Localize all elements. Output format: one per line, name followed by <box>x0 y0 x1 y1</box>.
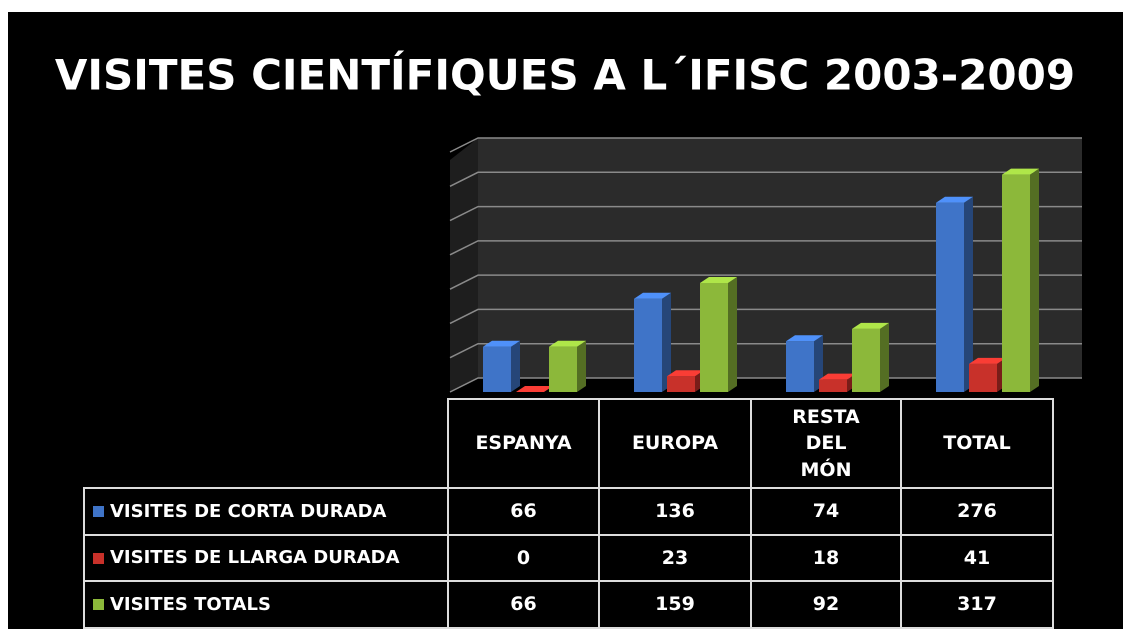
table-value: 18 <box>750 534 902 582</box>
bar <box>936 196 973 392</box>
bar <box>969 357 1006 392</box>
table-value: 276 <box>900 487 1054 536</box>
bar-front <box>819 379 847 392</box>
grid-line <box>449 171 1082 187</box>
bar <box>549 340 586 392</box>
bar-front <box>1002 174 1030 392</box>
chart-title: VISITES CIENTÍFIQUES A L´IFISC 2003-2009 <box>55 50 1075 100</box>
category-header: ESPANYA <box>447 398 600 489</box>
table-value: 92 <box>750 580 902 629</box>
table-value: 41 <box>900 534 1054 582</box>
legend-label: VISITES TOTALS <box>110 593 271 615</box>
grid-line <box>449 308 1082 325</box>
bar-side <box>511 340 520 392</box>
legend-key <box>93 552 104 564</box>
bar <box>786 335 823 392</box>
bar <box>483 340 520 392</box>
legend-entry: VISITES TOTALS <box>83 580 449 629</box>
bar-top <box>516 386 553 392</box>
bar-top <box>483 340 520 347</box>
bar-side <box>728 276 737 392</box>
grid-line <box>449 137 1082 153</box>
bar-top <box>700 276 737 283</box>
bar-side <box>577 340 586 392</box>
bar <box>667 370 704 392</box>
category-header: TOTAL <box>900 398 1054 489</box>
bar-front <box>549 346 577 392</box>
bar-side <box>1030 168 1039 392</box>
table-value: 66 <box>447 580 600 629</box>
bar-top <box>549 340 586 347</box>
bar-side <box>662 292 671 392</box>
table-value: 159 <box>598 580 752 629</box>
bar <box>516 386 553 392</box>
bar <box>1002 168 1039 392</box>
bar-top <box>819 373 856 380</box>
bar-front <box>852 328 880 392</box>
bar-top <box>1002 168 1039 175</box>
grid-line <box>449 205 1082 222</box>
legend-key <box>93 506 104 517</box>
table-value: 74 <box>750 487 902 536</box>
bar-front <box>936 202 964 392</box>
table-value: 0 <box>447 534 600 582</box>
bar-top <box>969 357 1006 364</box>
legend-entry: VISITES DE LLARGA DURADA <box>83 534 449 582</box>
bar-front <box>700 282 728 392</box>
bar-front <box>483 346 511 392</box>
grid-line <box>449 274 1082 290</box>
back-wall <box>478 138 1082 378</box>
bar-side <box>814 335 823 392</box>
legend-entry: VISITES DE CORTA DURADA <box>83 487 449 536</box>
bar-front <box>969 363 997 392</box>
bar-top <box>936 196 973 203</box>
legend-key <box>93 599 104 610</box>
bar-top <box>852 322 889 329</box>
legend-label: VISITES DE CORTA DURADA <box>110 500 387 522</box>
bar <box>852 322 889 392</box>
bar-top <box>667 370 704 377</box>
bar-front <box>667 376 695 392</box>
bar-side <box>964 196 973 392</box>
bar-front <box>634 298 662 392</box>
bar-top <box>634 292 671 299</box>
side-wall <box>450 138 478 392</box>
table-value: 23 <box>598 534 752 582</box>
bar-top <box>786 335 823 342</box>
bar <box>819 373 856 392</box>
bar <box>700 276 737 392</box>
category-header: EUROPA <box>598 398 752 489</box>
grid-line <box>449 240 1082 256</box>
bar <box>634 292 671 392</box>
bar-front <box>786 341 814 392</box>
table-value: 66 <box>447 487 600 536</box>
category-header: RESTA DEL MÓN <box>750 398 902 489</box>
legend-label: VISITES DE LLARGA DURADA <box>110 547 400 569</box>
table-value: 317 <box>900 580 1054 629</box>
bar-side <box>880 322 889 392</box>
table-value: 136 <box>598 487 752 536</box>
